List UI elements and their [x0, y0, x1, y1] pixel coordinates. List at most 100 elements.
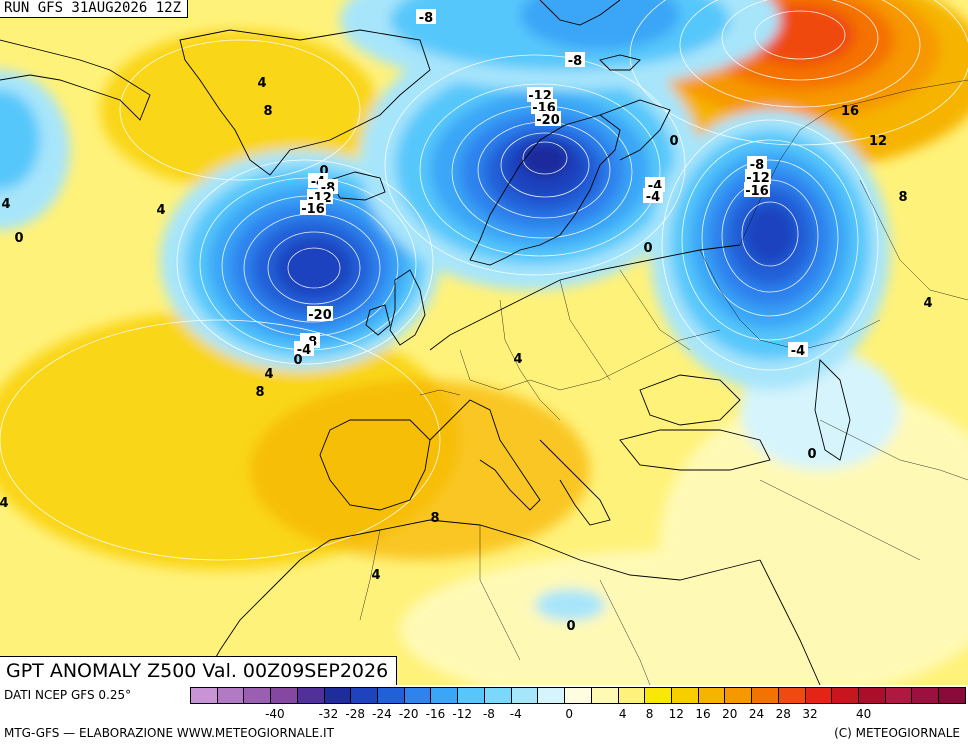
contour-label-text: 0 — [319, 164, 328, 179]
contour-label: 4 — [0, 496, 9, 511]
color-scale-cell — [805, 688, 833, 703]
contour-label: 4 — [371, 568, 380, 583]
color-scale-cell — [191, 688, 218, 703]
contour-label-text: 8 — [898, 190, 907, 205]
contour-label: 4 — [923, 296, 932, 311]
color-scale-tick: 12 — [668, 707, 684, 721]
atl-zone-20 — [276, 238, 352, 298]
color-scale-tick: -4 — [509, 707, 522, 721]
contour-label-text: 8 — [430, 511, 439, 526]
color-scale-cell — [912, 688, 940, 703]
color-scale-tick: 0 — [565, 707, 574, 721]
color-scale-tick: 40 — [855, 707, 872, 721]
contour-label-text: -4 — [791, 344, 805, 359]
contour-label: 4 — [1, 197, 10, 212]
contour-label-text: 4 — [257, 76, 266, 91]
contour-label: -16 — [744, 182, 770, 199]
color-scale-cell — [244, 688, 272, 703]
contour-label-text: -16 — [301, 202, 325, 217]
color-scale-cell — [431, 688, 459, 703]
contour-label: 0 — [807, 447, 816, 462]
contour-label-text: 4 — [923, 296, 932, 311]
color-scale-cell — [778, 688, 806, 703]
contour-label-text: 4 — [1, 197, 10, 212]
scan-zone-24 — [521, 142, 569, 178]
contour-label: -16 — [300, 200, 326, 217]
color-scale-cell — [725, 688, 753, 703]
contour-label-text: 4 — [371, 568, 380, 583]
color-scale-cell — [885, 688, 913, 703]
color-scale-cell — [378, 688, 405, 703]
zone-orange-iberia — [250, 380, 590, 560]
contour-label-text: 12 — [869, 134, 887, 149]
contour-label-text: 4 — [156, 203, 165, 218]
color-scale-cell — [271, 688, 298, 703]
contour-label-text: 8 — [263, 104, 272, 119]
contour-label-text: 8 — [255, 385, 264, 400]
anomaly-map: -8 -8 4 8 -12 -16 -20 16 12 0 0 -4 -8 -1… — [0, 0, 968, 685]
contour-label-text: 0 — [807, 447, 816, 462]
contour-label-text: 0 — [669, 134, 678, 149]
color-scale-tick: 24 — [748, 707, 765, 721]
credit-right: (C) METEOGIORNALE — [834, 726, 960, 740]
contour-label-text: -8 — [419, 11, 433, 26]
contour-label-text: 0 — [566, 619, 575, 634]
color-scale-cell — [217, 688, 245, 703]
contour-label-text: 0 — [293, 353, 302, 368]
contour-label-text: 0 — [14, 231, 23, 246]
arctic-zone-8 — [520, 0, 680, 50]
contour-label: 8 — [263, 104, 272, 119]
color-scale-tick: -40 — [265, 707, 285, 721]
source-label: DATI NCEP GFS 0.25° — [4, 688, 132, 702]
contour-label: -8 — [416, 9, 436, 26]
color-scale-cell — [297, 688, 325, 703]
run-label: RUN GFS 31AUG2026 12Z — [0, 0, 189, 18]
color-scale-tick: -16 — [425, 707, 446, 721]
color-scale-cell — [404, 688, 432, 703]
color-scale-cell — [458, 688, 485, 703]
contour-label: 16 — [841, 104, 859, 119]
contour-label-text: -8 — [568, 54, 582, 69]
contour-label: 8 — [255, 385, 264, 400]
contour-label-text: 16 — [841, 104, 859, 119]
color-scale-tick: 32 — [802, 707, 818, 721]
color-scale-cell — [939, 688, 965, 703]
color-scale-cell — [565, 688, 592, 703]
contour-label: 0 — [14, 231, 23, 246]
color-scale-cell — [484, 688, 512, 703]
color-scale-tick: 20 — [722, 707, 738, 721]
contour-label: -4 — [294, 341, 314, 358]
contour-label: -4 — [788, 342, 808, 359]
color-scale-cell — [511, 688, 539, 703]
color-scale-tick: 4 — [618, 707, 627, 721]
color-scale-tick: -28 — [345, 707, 365, 721]
contour-label: 12 — [869, 134, 887, 149]
color-scale-cell — [858, 688, 886, 703]
color-scale-cell — [645, 688, 672, 703]
contour-label: 8 — [430, 511, 439, 526]
contour-label-text: -16 — [745, 184, 769, 199]
color-scale-tick: -8 — [482, 707, 495, 721]
contour-label: 0 — [293, 353, 302, 368]
zone-orange-greenland — [100, 30, 380, 190]
contour-label: -20 — [307, 306, 333, 323]
contour-label: -8 — [565, 52, 585, 69]
contour-label-text: 4 — [264, 367, 273, 382]
color-scale-cell — [538, 688, 566, 703]
contour-label: 4 — [257, 76, 266, 91]
rus-zone-20 — [744, 204, 796, 264]
credit-left: MTG-GFS — ELABORAZIONE WWW.METEOGIORNALE… — [4, 726, 334, 740]
contour-labels: -8 -8 4 8 -12 -16 -20 16 12 0 0 -4 -8 -1… — [0, 9, 933, 634]
contour-lines — [0, 0, 968, 561]
libya-zone-0 — [535, 589, 605, 621]
color-scale-cell — [698, 688, 726, 703]
contour-label: 4 — [156, 203, 165, 218]
zone-pale-africa — [400, 550, 960, 685]
contour-label: -4 — [643, 188, 663, 205]
color-scale-tick: 8 — [645, 707, 654, 721]
color-scale-tick: -24 — [372, 707, 392, 721]
color-scale-cell — [832, 688, 859, 703]
color-scale-cell — [324, 688, 352, 703]
color-scale-tick: -32 — [318, 707, 339, 721]
color-scale-ticks: -40 -32 -28 -24 -20 -16 -12 -8 -4 0 4 8 12 16 20 24 28 32… — [190, 707, 966, 723]
